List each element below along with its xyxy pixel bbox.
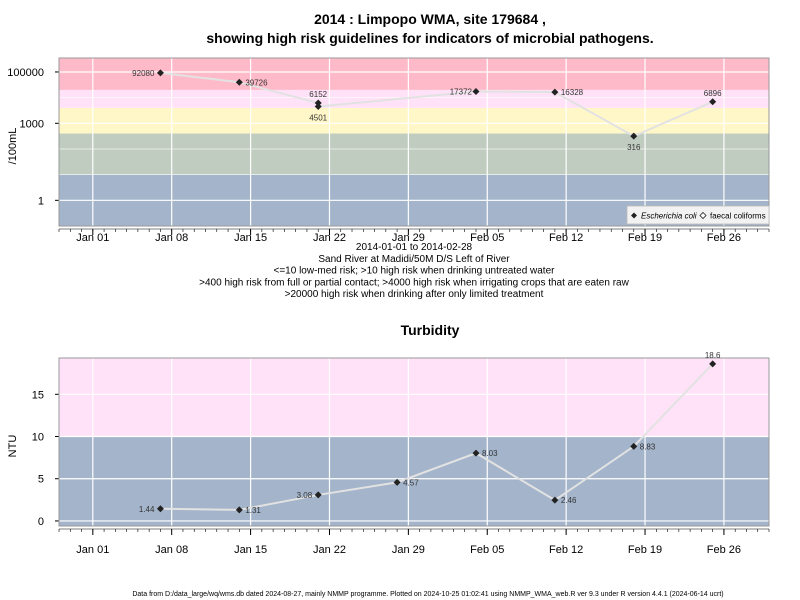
data-label: 8.03 (482, 449, 498, 458)
y-axis-label: NTU (7, 435, 19, 458)
risk-band-2 (59, 358, 769, 437)
x-tick-label: Feb 12 (549, 232, 583, 244)
data-label: 4501 (309, 114, 327, 123)
caption-line-1: 2014-01-01 to 2014-02-28 (356, 242, 473, 253)
data-label: 6152 (309, 90, 327, 99)
data-point (235, 506, 243, 514)
data-label: 1.31 (245, 506, 261, 515)
x-tick-label: Feb 12 (549, 544, 583, 556)
data-label: 18.6 (705, 351, 721, 360)
risk-band-4 (59, 89, 769, 108)
legend-label-ecoli: Escherichia coli (641, 212, 697, 221)
legend-marker-faecal (699, 211, 707, 220)
x-tick-label: Jan 01 (76, 232, 109, 244)
y-axis-label: /100mL (7, 128, 19, 165)
series-1: 92080 39726 6152 4501 17372 16328 316 6896 (132, 69, 722, 152)
data-point (156, 505, 164, 513)
data-point (314, 491, 322, 499)
x-tick-label: Jan 01 (76, 544, 109, 556)
data-label: 4.57 (403, 478, 419, 487)
y-tick-label: 15 (32, 389, 44, 401)
y-axis: 100000 1000 1 (7, 67, 769, 207)
x-tick-label: Jan 08 (155, 232, 188, 244)
data-label: 39726 (245, 78, 268, 87)
x-tick-label: Jan 29 (392, 232, 425, 244)
x-tick-label: Feb 26 (707, 232, 741, 244)
x-tick-label: Feb 19 (628, 232, 662, 244)
caption-line-3: <=10 low-med risk; >10 high risk when dr… (274, 266, 556, 277)
risk-band-3 (59, 107, 769, 134)
series-line (160, 71, 714, 138)
chart-subtitle: showing high risk guidelines for indicat… (206, 30, 653, 46)
x-tick-label: Jan 29 (392, 544, 425, 556)
data-point (630, 132, 638, 140)
footer-note: Data from D:/data_large/wq/wms.db dated … (132, 591, 723, 598)
data-point (156, 69, 164, 77)
caption-line-2: Sand River at Madidi/50M D/S Left of Riv… (318, 254, 510, 265)
x-tick-label: Feb 26 (707, 544, 741, 556)
data-point (393, 478, 401, 486)
x-tick-label: Jan 15 (234, 544, 267, 556)
y-tick-label: 0 (38, 516, 44, 528)
plot-frame (58, 57, 770, 227)
data-point (630, 442, 638, 450)
x-tick-label: Feb 19 (628, 544, 662, 556)
chart-panel-1: Jan 01 Jan 08 Jan 15 Jan 22 Jan 29 Feb 05 Feb … (7, 11, 770, 300)
data-label: 17372 (450, 87, 473, 96)
data-point (551, 496, 559, 504)
data-label: 1.44 (139, 505, 155, 514)
y-tick-label: 1000 (20, 118, 44, 130)
data-point (551, 88, 559, 96)
y-tick-label: 5 (38, 474, 44, 486)
data-label: 6896 (704, 89, 722, 98)
x-tick-label: Feb 05 (470, 232, 504, 244)
y-tick-label: 1 (38, 195, 44, 207)
x-tick-label: Jan 08 (155, 544, 188, 556)
caption-line-4: >400 high risk from full or partial cont… (199, 277, 629, 288)
plot-frame (58, 357, 770, 527)
x-tick-label: Feb 05 (470, 544, 504, 556)
y-axis: 0 5 10 15 (32, 389, 769, 528)
x-tick-label: Jan 22 (313, 544, 346, 556)
data-label: 316 (627, 143, 641, 152)
x-axis: Jan 01 Jan 08 Jan 15 Jan 22 Jan 29 Feb 05 Feb … (58, 358, 770, 556)
data-point (709, 360, 717, 368)
data-label: 8.83 (640, 442, 656, 451)
chart-panel-2: Jan 01 Jan 08 Jan 15 Jan 22 Jan 29 Feb 05 Feb … (7, 322, 770, 556)
legend: Escherichia coli faecal coliforms (626, 205, 770, 225)
data-point (472, 449, 480, 457)
data-label: 92080 (132, 69, 155, 78)
legend-box (626, 205, 770, 225)
data-point (472, 87, 480, 95)
series-line (160, 363, 714, 511)
x-tick-label: Jan 22 (313, 232, 346, 244)
risk-band-2 (59, 133, 769, 175)
legend-label-faecal: faecal coliforms (710, 212, 766, 221)
caption-line-5: >20000 high risk when drinking after onl… (285, 289, 544, 300)
data-point (709, 98, 717, 106)
data-label: 16328 (561, 88, 584, 97)
x-tick-label: Jan 15 (234, 232, 267, 244)
chart-title: Turbidity (401, 322, 460, 338)
data-label: 3.08 (297, 491, 313, 500)
risk-band-1 (59, 436, 769, 526)
data-label: 2.46 (561, 496, 577, 505)
series-1: 1.44 1.31 3.08 4.57 8.03 2.46 8.83 18.6 (139, 351, 721, 515)
legend-marker-ecoli (631, 212, 637, 219)
data-point (314, 103, 322, 111)
chart-title: 2014 : Limpopo WMA, site 179684 , (314, 11, 546, 27)
y-tick-label: 10 (32, 432, 44, 444)
y-tick-label: 100000 (7, 67, 44, 79)
data-point (235, 78, 243, 86)
